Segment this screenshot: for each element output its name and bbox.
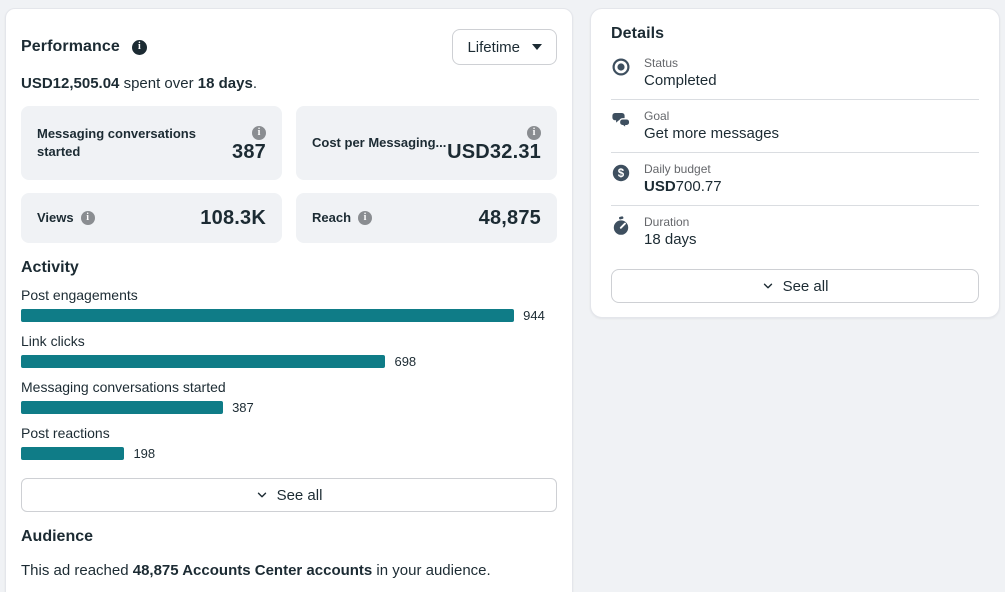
date-range-dropdown[interactable]: Lifetime <box>452 29 557 65</box>
metric-value: 48,875 <box>478 206 541 229</box>
bar-value: 387 <box>232 400 254 415</box>
activity-bar-messaging-conversations: Messaging conversations started 387 <box>21 379 254 415</box>
performance-panel: Performance Lifetime USD12,505.04 spent … <box>5 8 573 592</box>
bar-value: 198 <box>133 446 156 461</box>
detail-value: 18 days <box>644 231 697 248</box>
metric-label: Views <box>37 209 74 225</box>
metric-label: Messaging conversations started <box>37 125 196 159</box>
spend-duration: 18 days <box>197 75 253 92</box>
metric-label: Reach <box>312 209 352 225</box>
activity-title: Activity <box>21 259 79 276</box>
detail-value: USD700.77 <box>644 178 722 195</box>
divider <box>611 99 979 100</box>
stopwatch-icon <box>611 216 631 248</box>
detail-item-goal: Goal Get more messages <box>611 100 979 152</box>
activity-bar-link-clicks: Link clicks 698 <box>21 333 417 369</box>
details-title: Details <box>611 25 665 42</box>
details-see-all-button[interactable]: See all <box>611 269 979 303</box>
info-icon[interactable] <box>252 126 266 140</box>
caret-down-icon <box>532 44 542 50</box>
audience-reach-value: 48,875 Accounts Center accounts <box>132 562 373 579</box>
audience-title: Audience <box>21 528 94 545</box>
performance-header: Performance Lifetime <box>21 29 557 65</box>
info-icon[interactable] <box>80 211 95 225</box>
metric-card-messaging-conversations: Messaging conversations started 387 <box>21 106 282 180</box>
metric-value: 387 <box>232 141 266 163</box>
activity-bar-chart: Post engagements 944 Link clicks 698 Mes… <box>21 287 557 461</box>
bar-post-reactions <box>21 447 125 460</box>
metric-card-views: Views 108.3K <box>21 193 282 243</box>
spend-summary: USD12,505.04 spent over 18 days. <box>21 75 258 92</box>
svg-text:$: $ <box>618 168 625 180</box>
metric-card-reach: Reach 48,875 <box>296 193 557 243</box>
divider <box>611 205 979 206</box>
bar-messaging-conversations <box>21 401 224 414</box>
bar-link-clicks <box>21 355 386 368</box>
performance-title: Performance <box>21 38 120 55</box>
divider <box>611 152 979 153</box>
bar-value: 944 <box>523 308 545 323</box>
date-range-value: Lifetime <box>467 38 520 56</box>
metric-value: USD32.31 <box>447 141 541 163</box>
detail-item-daily-budget: $ Daily budget USD700.77 <box>611 153 979 205</box>
detail-item-duration: Duration 18 days <box>611 206 979 258</box>
detail-label: Daily budget <box>644 162 711 176</box>
audience-summary: This ad reached 48,875 Accounts Center a… <box>21 562 491 579</box>
chevron-down-icon <box>257 492 266 498</box>
dollar-circle-icon: $ <box>611 163 631 195</box>
activity-bar-post-reactions: Post reactions 198 <box>21 425 156 461</box>
info-icon[interactable] <box>358 211 373 225</box>
spend-amount: USD12,505.04 <box>21 75 120 92</box>
activity-see-all-button[interactable]: See all <box>21 478 557 512</box>
record-icon <box>611 57 631 89</box>
detail-label: Status <box>644 56 679 70</box>
metric-value: 108.3K <box>200 206 266 229</box>
info-icon[interactable] <box>131 39 147 55</box>
chat-bubbles-icon <box>611 110 631 142</box>
detail-label: Duration <box>644 215 690 229</box>
info-icon[interactable] <box>527 126 541 140</box>
metric-label: Cost per Messaging... <box>312 134 447 150</box>
metric-card-cost-per-messaging: Cost per Messaging... USD32.31 <box>296 106 557 180</box>
chevron-down-icon <box>763 283 772 289</box>
bar-value: 698 <box>394 354 417 369</box>
activity-bar-post-engagements: Post engagements 944 <box>21 287 545 323</box>
detail-value: Get more messages <box>644 125 780 142</box>
metrics-grid: Messaging conversations started 387 Cost… <box>21 106 557 243</box>
detail-value: Completed <box>644 72 717 89</box>
detail-label: Goal <box>644 109 670 123</box>
detail-item-status: Status Completed <box>611 47 979 99</box>
details-panel: Details Status Completed Goal Get more m… <box>590 8 1000 318</box>
bar-post-engagements <box>21 309 515 322</box>
